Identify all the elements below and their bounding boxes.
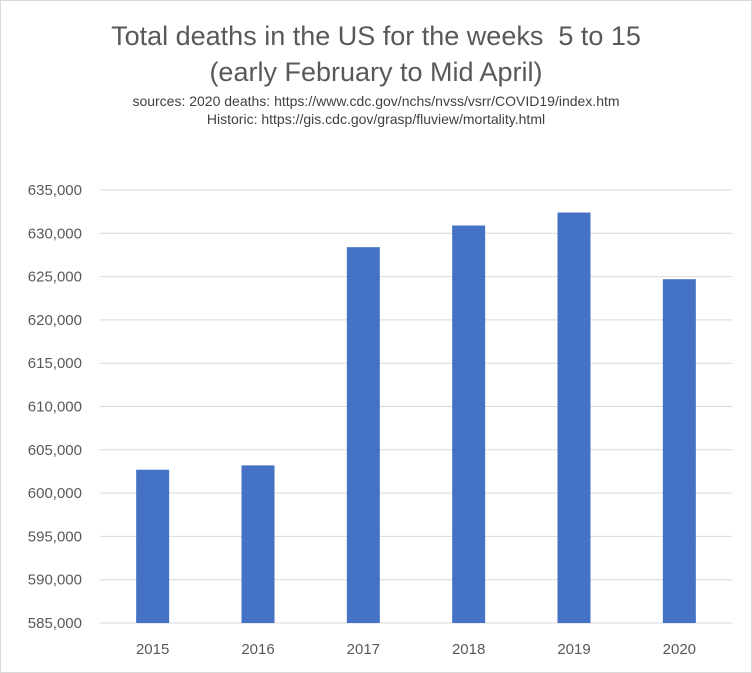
y-axis-tick-labels: 585,000 590,000 595,000 600,000 605,000 610,0… xyxy=(28,182,82,632)
y-tick-label: 590,000 xyxy=(28,572,82,589)
x-tick-label-2017: 2017 xyxy=(347,641,380,658)
y-tick-label: 600,000 xyxy=(28,485,82,502)
x-tick-label-2020: 2020 xyxy=(663,641,696,658)
chart-subtitle-line2: Historic: https://gis.cdc.gov/grasp/fluv… xyxy=(206,111,546,127)
y-tick-label: 630,000 xyxy=(28,225,82,242)
x-tick-label-2018: 2018 xyxy=(452,641,485,658)
x-tick-label-2019: 2019 xyxy=(557,641,590,658)
y-tick-label: 625,000 xyxy=(28,269,82,286)
bar-2015 xyxy=(136,469,170,623)
y-tick-label: 635,000 xyxy=(28,182,82,199)
chart-subtitle-line1: sources: 2020 deaths: https://www.cdc.go… xyxy=(132,93,620,109)
bar-2019 xyxy=(557,212,591,624)
y-tick-label: 615,000 xyxy=(28,355,82,372)
chart-title-line2: (early February to Mid April) xyxy=(209,57,543,87)
bars xyxy=(136,212,696,624)
x-tick-label-2015: 2015 xyxy=(136,641,169,658)
bar-2017 xyxy=(346,247,380,623)
gridlines xyxy=(100,189,732,624)
bar-2016 xyxy=(241,465,275,623)
y-tick-label: 610,000 xyxy=(28,399,82,416)
y-tick-label: 620,000 xyxy=(28,312,82,329)
x-tick-label-2016: 2016 xyxy=(241,641,274,658)
x-axis-tick-labels: 2015 2016 2017 2018 2019 2020 xyxy=(136,641,696,658)
bar-2018 xyxy=(452,225,486,624)
y-tick-label: 585,000 xyxy=(28,615,82,632)
y-tick-label: 595,000 xyxy=(28,528,82,545)
y-tick-label: 605,000 xyxy=(28,442,82,459)
bar-2020 xyxy=(662,279,696,623)
chart-title-line1: Total deaths in the US for the weeks 5 t… xyxy=(111,21,641,51)
